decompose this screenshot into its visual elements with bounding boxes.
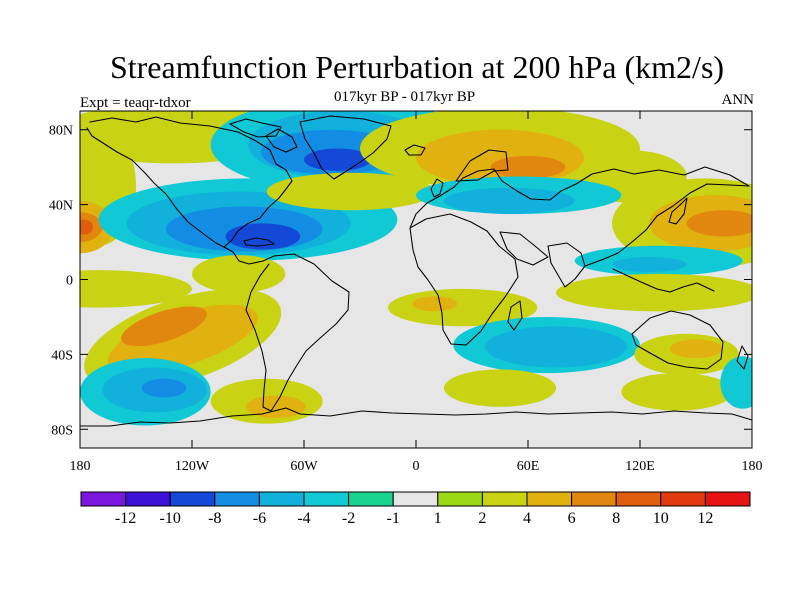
contour-layer (80, 111, 752, 426)
x-tick-label-1: 180 (70, 459, 91, 474)
colorbar-swatch-6 (303, 491, 350, 507)
central-america-coastline (223, 246, 275, 265)
scandinavia-outline (455, 149, 509, 182)
colorbar: -12 -10 -8 -6 -4 -2 -1 1 2 4 6 8 10 12 (80, 491, 751, 527)
colorbar-swatch-7 (348, 491, 394, 507)
x-tick-label-3: 60W (290, 459, 318, 474)
x-tick-label-5: 60E (517, 459, 540, 474)
contour-region-36 (556, 273, 752, 312)
europe-coastline (409, 166, 750, 229)
cuba-outline (243, 237, 275, 247)
colorbar-swatch-10 (481, 491, 528, 507)
arabia-coastline (499, 231, 549, 266)
contour-region-30 (444, 187, 575, 214)
colorbar-swatch-9 (437, 491, 483, 507)
arctic-islands-outline (229, 118, 282, 138)
experiment-label: Expt = teaqr-tdxor (80, 95, 191, 111)
colorbar-label-8: 1 (434, 510, 442, 527)
colorbar-label-5: -4 (297, 510, 310, 527)
colorbar-swatch-1 (80, 491, 127, 507)
north-america-coastline (86, 116, 293, 248)
madagascar-outline (507, 300, 523, 331)
contour-region-33 (686, 210, 752, 237)
colorbar-label-14: 12 (697, 510, 713, 527)
contour-region-4 (80, 219, 94, 235)
season-label: ANN (721, 92, 755, 108)
contour-region-23 (246, 395, 306, 419)
colorbar-label-4: -6 (253, 510, 266, 527)
south-america-coastline (245, 253, 350, 412)
contour-region-24 (266, 172, 435, 211)
contour-region-42 (669, 339, 723, 359)
y-tick-label-2: 40N (49, 199, 73, 214)
colorbar-swatch-11 (526, 491, 573, 507)
asia-coastline (584, 183, 750, 267)
contour-region-13 (225, 223, 301, 250)
colorbar-label-11: 6 (568, 510, 576, 527)
contour-region-35 (612, 257, 687, 273)
x-tick-label-7: 180 (742, 459, 763, 474)
contour-region-18 (121, 306, 207, 347)
colorbar-label-9: 2 (478, 510, 486, 527)
japan-outline (668, 197, 688, 225)
uk-outline (430, 178, 444, 198)
colorbar-label-12: 8 (612, 510, 620, 527)
chart-title: Streamfunction Perturbation at 200 hPa (… (109, 49, 725, 85)
colorbar-swatch-12 (571, 491, 617, 507)
y-axis: 80N 40N 0 40S 80S (49, 124, 752, 438)
coastline-layer (80, 115, 752, 427)
y-tick-label-4: 40S (51, 348, 73, 363)
chart-subtitle: 017kyr BP - 017kyr BP (334, 89, 476, 105)
contour-region-17 (107, 304, 258, 375)
new-zealand-outline (736, 345, 749, 370)
colorbar-label-3: -8 (208, 510, 221, 527)
greenland-coastline (299, 115, 392, 180)
colorbar-label-2: -10 (160, 510, 181, 527)
colorbar-label-13: 10 (653, 510, 669, 527)
colorbar-swatch-4 (214, 491, 260, 507)
x-tick-label-4: 0 (413, 459, 420, 474)
contour-region-43 (444, 369, 556, 407)
x-axis: 180 120W 60W 0 60E 120E 180 (70, 111, 763, 474)
contour-region-15 (192, 255, 286, 293)
contour-region-9 (304, 148, 372, 171)
colorbar-swatch-14 (660, 491, 706, 507)
contour-region-27 (490, 155, 566, 179)
antarctica-coastline (80, 407, 752, 427)
x-tick-label-2: 120W (175, 459, 210, 474)
y-tick-label-1: 80N (49, 124, 73, 139)
colorbar-swatch-15 (704, 491, 751, 507)
contour-region-38 (412, 296, 458, 312)
iceland-outline (404, 144, 426, 156)
southeast-asia-islands-outline (612, 268, 715, 293)
y-tick-label-5: 80S (51, 423, 73, 438)
colorbar-swatch-3 (169, 491, 216, 507)
colorbar-swatch-8 (392, 491, 439, 507)
map-layer (79, 110, 753, 449)
x-tick-label-6: 120E (625, 459, 655, 474)
colorbar-swatch-2 (125, 491, 171, 507)
colorbar-label-7: -1 (387, 510, 400, 527)
australia-coastline (631, 310, 724, 370)
africa-coastline (409, 213, 519, 346)
colorbar-label-6: -2 (342, 510, 355, 527)
contour-region-14 (80, 270, 192, 308)
colorbar-label-1: -12 (115, 510, 136, 527)
contour-region-45 (720, 356, 752, 409)
colorbar-label-10: 4 (523, 510, 531, 527)
colorbar-swatch-13 (615, 491, 662, 507)
contour-region-44 (621, 373, 734, 411)
y-tick-label-3: 0 (66, 274, 73, 289)
india-coastline (547, 242, 586, 288)
contour-region-40 (485, 326, 627, 368)
colorbar-swatch-5 (258, 491, 305, 507)
baffin-island-outline (265, 128, 298, 153)
contour-region-21 (141, 378, 187, 398)
